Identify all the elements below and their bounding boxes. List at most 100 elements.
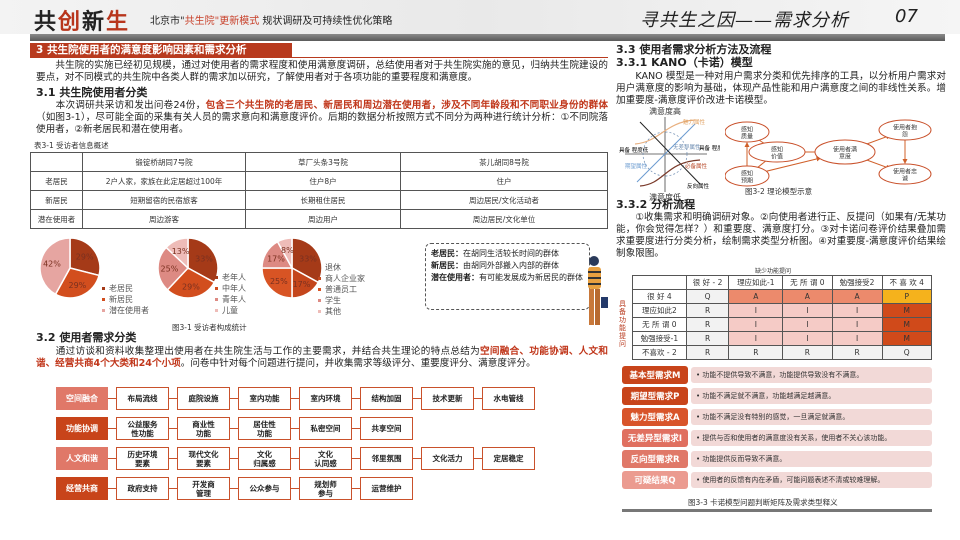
matrix-header-cell: 不 喜 欢 4	[881, 275, 933, 290]
kano-reverse: 反向属性	[687, 182, 710, 190]
figure-3-2-caption: 图3-2 理论模型示意	[745, 187, 813, 196]
flow-item: 历史环境 要素	[116, 447, 169, 470]
flow-connector	[169, 427, 177, 430]
section-heading: 3 共生院使用者的满意度影响因素和需求分析	[30, 43, 292, 58]
legend-swatch	[318, 299, 321, 302]
matrix-cell: M	[881, 331, 933, 346]
matrix-header-cell: 很 好 - 2	[685, 275, 730, 290]
flow-connector	[108, 457, 116, 460]
matrix-cell: A	[831, 289, 883, 304]
flow-connector	[230, 427, 238, 430]
model-node-label: 使用者满	[833, 146, 857, 154]
model-node-label: 感知	[771, 146, 783, 154]
demand-type-label: 期望型需求P	[622, 387, 688, 405]
legend-label: 儿童	[222, 306, 238, 315]
matrix-cell: I	[831, 317, 883, 332]
figure-3-1-caption: 图3-1 受访者构成统计	[172, 323, 247, 332]
matrix-cell: R	[685, 345, 730, 360]
flow-row: 人文和谐 历史环境 要素 现代文化 要素 文化 归属感 文化 认同感 邻里氛围 文化活力 定居…	[56, 447, 535, 470]
flow-item: 文化 归属感	[238, 447, 291, 470]
matrix-header-cell: 理应如此-1	[728, 275, 784, 290]
matrix-cell: A	[782, 289, 833, 304]
matrix-cell: 勉强接受-1	[632, 331, 687, 346]
flow-connector	[474, 397, 482, 400]
flow-connector	[291, 397, 299, 400]
person-illustration	[588, 256, 608, 325]
flow-connector	[169, 487, 177, 490]
flow-item: 结构加固	[360, 387, 413, 410]
flow-connector	[230, 397, 238, 400]
flow-item: 定居稳定	[482, 447, 535, 470]
pie-data-label: 8%	[281, 246, 294, 255]
flow-item: 室内环境	[299, 387, 352, 410]
matrix-cell: R	[782, 345, 833, 360]
matrix-cell: I	[728, 331, 784, 346]
kano-label-left: 具备 程度低	[619, 146, 649, 154]
flow-item: 邻里氛围	[360, 447, 413, 470]
flow-item: 共享空间	[360, 417, 413, 440]
flow-item: 文化活力	[421, 447, 474, 470]
demand-type-row: 可疑结果Q • 使用者的反馈有内在矛盾，可能问题表述不清或较难理解。	[622, 471, 932, 489]
legend-swatch	[318, 288, 321, 291]
legend-item: 青年人	[215, 294, 246, 305]
flow-connector	[169, 397, 177, 400]
flow-connector	[352, 457, 360, 460]
legend-label: 商人企业家	[325, 274, 365, 283]
legend-item: 学生	[318, 295, 365, 306]
kano-indifferent: 无差异属性	[673, 143, 701, 151]
matrix-cell: P	[881, 289, 933, 304]
legend-swatch	[318, 310, 321, 313]
matrix-header-row: 很 好 - 2 理应如此-1 无 所 谓 0 勉强接受2 不 喜 欢 4	[632, 275, 933, 290]
pie-data-label: 33%	[299, 255, 317, 264]
pie-slice	[166, 267, 216, 299]
matrix-cell: R	[728, 345, 784, 360]
legend-label: 老居民	[109, 284, 133, 293]
demand-type-description: • 功能不提供导致不满意，功能提供导致没有不满意。	[691, 367, 932, 383]
matrix-cell: I	[728, 303, 784, 318]
demand-type-row: 反向型需求R • 功能提供反而导致不满意。	[622, 450, 932, 468]
matrix-cell: A	[728, 289, 784, 304]
pie-data-label: 42%	[43, 259, 61, 268]
model-node	[814, 139, 876, 165]
model-node-label: 怨	[902, 131, 908, 139]
matrix-header-cell: 无 所 谓 0	[782, 275, 833, 290]
pie-slice	[157, 246, 190, 291]
kano-must: 必备属性	[685, 162, 708, 170]
pie-legend-age: 老年人 中年人 青年人 儿童	[215, 272, 246, 316]
flow-item: 现代文化 要素	[177, 447, 230, 470]
flow-connector	[230, 487, 238, 490]
demand-type-label: 无差异型需求I	[622, 429, 688, 447]
matrix-cell: R	[831, 345, 883, 360]
model-node-label: 预期	[741, 177, 753, 185]
legend-item: 普通员工	[318, 284, 365, 295]
flow-item: 布局流线	[116, 387, 169, 410]
header-background	[0, 0, 960, 34]
report-subtitle: 北京市"共生院"更新模式 规状调研及可持续性优化策略	[150, 16, 393, 27]
demand-type-label: 基本型需求M	[622, 366, 688, 384]
legend-item: 退休	[318, 262, 365, 273]
legend-swatch	[215, 287, 218, 290]
flow-item: 公众参与	[238, 477, 291, 500]
legend-item: 潜在使用者	[102, 305, 149, 316]
respondent-pie-charts: 29%29%42%33%29%25%13%33%17%25%17%8%	[39, 237, 323, 299]
flow-item: 运营维护	[360, 477, 413, 500]
pie-data-label: 13%	[172, 247, 190, 256]
legend-item: 老年人	[215, 272, 246, 283]
model-node-label: 价值	[771, 153, 783, 161]
kano-expected: 期望属性	[625, 162, 648, 170]
demand-type-row: 期望型需求P • 功能不满足就不满意，功能越满足越满意。	[622, 387, 932, 405]
header-divider	[30, 34, 945, 41]
matrix-header-cell	[632, 275, 687, 290]
intro-paragraph: 共生院的实施已经初见规模，通过对使用者的需求程度和使用满意度调研，总结使用者对于…	[36, 60, 608, 83]
flow-connector	[169, 457, 177, 460]
flow-connector	[291, 457, 299, 460]
table-row: 老居民 2户人家，家族在此定居超过100年 住户8户 住户	[30, 171, 608, 191]
demand-type-description: • 使用者的反馈有内在矛盾，可能问题表述不清或较难理解。	[691, 472, 932, 488]
definition-box: 老居民：在胡同生活较长时间的群体 新居民：由胡同外部搬入内部的群体 潜在使用者：…	[425, 243, 590, 310]
pie-legend-identity: 老居民 新居民 潜在使用者	[102, 283, 149, 316]
paragraph-analysis-process: ①收集需求和明确调研对象。②向使用者进行正、反提问（如果有/无某功能，你会觉得怎…	[616, 212, 946, 259]
legend-item: 老居民	[102, 283, 149, 294]
section-underline	[30, 57, 608, 58]
